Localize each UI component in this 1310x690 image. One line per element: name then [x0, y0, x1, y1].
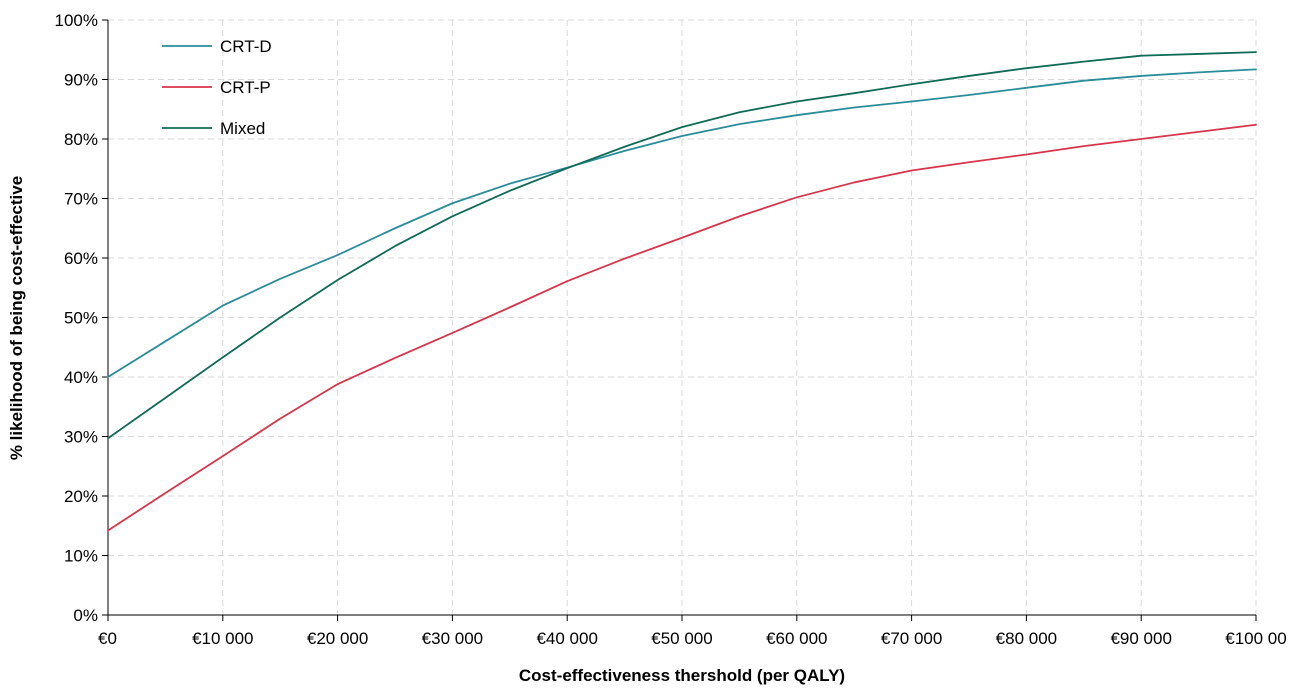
x-tick-label: €100 00 — [1225, 629, 1286, 648]
x-tick-label: €30 000 — [422, 629, 483, 648]
y-tick-label: 80% — [64, 130, 98, 149]
x-tick-label: €40 000 — [536, 629, 597, 648]
x-tick-label: €20 000 — [307, 629, 368, 648]
x-tick-label: €70 000 — [881, 629, 942, 648]
y-tick-label: 90% — [64, 71, 98, 90]
y-tick-label: 30% — [64, 428, 98, 447]
x-tick-label: €90 000 — [1110, 629, 1171, 648]
series-line-crt-d — [107, 68, 1257, 378]
y-tick-label: 100% — [55, 11, 98, 30]
legend-label: CRT-D — [220, 37, 272, 56]
legend-item: CRT-P — [162, 78, 271, 97]
x-tick-label: €10 000 — [192, 629, 253, 648]
y-tick-label: 60% — [64, 249, 98, 268]
x-tick-label: €50 000 — [651, 629, 712, 648]
x-axis-ticks: €0 €10 000 €20 000 €30 000 €40 000 €50 000 €60… — [98, 615, 1287, 648]
y-axis-title: % likelihood of being cost-effective — [7, 176, 26, 460]
x-tick-label: €80 000 — [996, 629, 1057, 648]
x-tick-label: €60 000 — [766, 629, 827, 648]
series-line-crt-p — [107, 123, 1257, 532]
x-axis-title: Cost-effectiveness thershold (per QALY) — [519, 666, 845, 685]
y-tick-label: 20% — [64, 487, 98, 506]
y-tick-label: 10% — [64, 547, 98, 566]
legend-label: CRT-P — [220, 78, 271, 97]
legend-item: Mixed — [162, 119, 265, 138]
y-tick-label: 0% — [73, 606, 98, 625]
legend-label: Mixed — [220, 119, 265, 138]
y-tick-label: 40% — [64, 368, 98, 387]
series-line-mixed — [107, 51, 1257, 440]
y-axis-ticks: 0% 10% 20% 30% 40% 50% 60% 70% 80% 90% 100% — [55, 11, 108, 625]
legend: CRT-D CRT-P Mixed — [162, 37, 272, 138]
y-tick-label: 50% — [64, 309, 98, 328]
legend-item: CRT-D — [162, 37, 272, 56]
y-tick-label: 70% — [64, 190, 98, 209]
x-tick-label: €0 — [98, 629, 117, 648]
grid — [108, 19, 1257, 615]
series — [107, 51, 1257, 532]
